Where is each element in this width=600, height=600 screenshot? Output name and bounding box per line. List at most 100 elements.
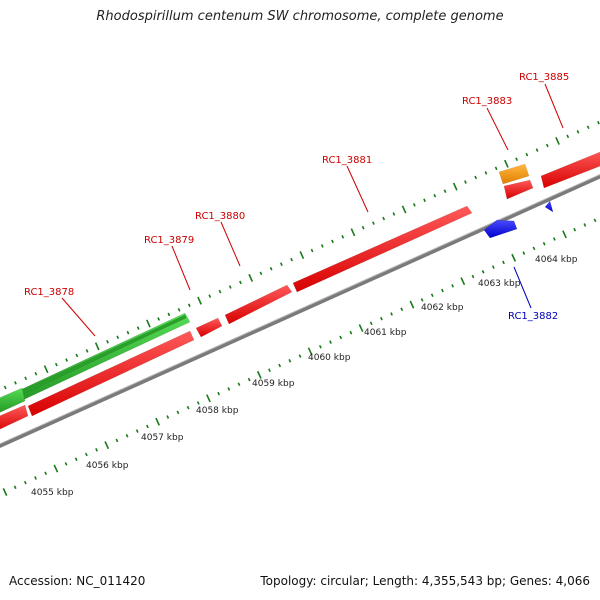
tick-mark	[104, 441, 110, 450]
tick-mark	[23, 480, 27, 485]
tick-mark	[566, 134, 570, 139]
connector-rc1-3885	[544, 83, 564, 129]
tick-mark	[167, 312, 171, 317]
tick-mark	[504, 159, 509, 168]
gene-label-rc1-3878[interactable]: RC1_3878	[24, 287, 74, 298]
tick-mark	[239, 280, 242, 285]
map-title: Rhodospirillum centenum SW chromosome, c…	[96, 9, 504, 24]
label-connectors	[61, 83, 564, 337]
gene-rc1-3881-arrow	[292, 205, 473, 293]
connector-rc1-3883	[486, 107, 509, 151]
tick-mark	[464, 180, 467, 184]
tick-mark	[350, 228, 356, 237]
scale-label: 4056 kbp	[86, 461, 129, 471]
tick-mark	[555, 136, 560, 145]
tick-mark	[329, 340, 332, 344]
feature-track	[0, 151, 600, 430]
tick-mark	[484, 171, 488, 175]
tick-mark	[298, 354, 302, 358]
tick-mark	[13, 485, 17, 490]
gene-label-rc1-3883[interactable]: RC1_3883	[462, 96, 512, 107]
tick-mark	[511, 253, 517, 262]
tick-mark	[146, 319, 151, 328]
tick-mark	[433, 193, 437, 198]
tick-mark	[85, 349, 89, 353]
accession-text: Accession: NC_011420	[9, 574, 146, 588]
tick-mark	[401, 205, 407, 214]
tick-mark	[573, 227, 577, 232]
tick-mark	[320, 244, 324, 248]
connector-rc1-3880	[220, 221, 241, 267]
tick-mark	[361, 225, 365, 230]
tick-mark	[65, 358, 68, 362]
tick-mark	[452, 182, 458, 191]
tick-mark	[248, 273, 254, 282]
tick-mark	[3, 385, 7, 390]
tick-mark	[299, 251, 305, 260]
gene-rc1-3883-arrow	[503, 179, 534, 200]
tick-mark	[34, 476, 37, 480]
tick-mark	[400, 307, 404, 312]
green-feature-stripe	[0, 314, 187, 406]
scale-label: 4060 kbp	[308, 353, 351, 363]
connector-rc1-3878	[61, 297, 96, 337]
tick-mark	[491, 265, 495, 269]
tick-mark	[441, 288, 444, 293]
tick-mark	[481, 270, 485, 274]
tick-mark	[125, 433, 129, 438]
gene-label-rc1-3879[interactable]: RC1_3879	[144, 235, 194, 246]
tick-mark	[24, 376, 28, 381]
tick-mark	[542, 241, 546, 246]
tick-mark	[126, 330, 130, 335]
tick-mark	[106, 340, 109, 344]
tick-mark	[54, 362, 58, 367]
tick-mark	[380, 316, 383, 321]
tick-mark	[227, 387, 231, 391]
tick-mark	[155, 417, 160, 426]
scale-label: 4062 kbp	[421, 303, 464, 313]
scale-label: 4059 kbp	[252, 379, 295, 389]
gene-label-rc1-3885[interactable]: RC1_3885	[519, 72, 569, 83]
tick-mark	[471, 274, 475, 279]
genome-summary-text: Topology: circular; Length: 4,355,543 bp…	[260, 574, 590, 588]
tick-mark	[95, 448, 98, 452]
tick-mark	[84, 452, 88, 457]
tick-mark	[597, 120, 600, 125]
tick-mark	[187, 303, 191, 308]
tick-mark	[44, 471, 48, 476]
tick-mark	[74, 457, 78, 461]
tick-mark	[525, 152, 529, 157]
tick-mark	[318, 344, 322, 349]
connector-rc1-3882	[513, 266, 532, 309]
tick-mark	[372, 221, 375, 225]
tick-mark	[94, 342, 100, 351]
gene-label-rc1-3881[interactable]: RC1_3881	[322, 155, 372, 166]
tick-mark	[197, 296, 202, 305]
gene-rc1-3879-arrow	[195, 317, 223, 338]
orange-feature	[498, 163, 530, 185]
gene-label-rc1-3880[interactable]: RC1_3880	[195, 211, 245, 222]
tick-mark	[545, 143, 549, 148]
tick-mark	[237, 382, 241, 387]
gene-label-rc1-3882[interactable]: RC1_3882	[508, 311, 558, 322]
tick-mark	[307, 347, 313, 356]
tick-mark	[247, 377, 251, 382]
tick-mark	[186, 405, 190, 410]
tick-mark	[430, 293, 434, 298]
gene-rc1-3880-arrow	[224, 284, 293, 325]
tick-mark	[583, 223, 587, 227]
sequence-backbone	[0, 174, 600, 448]
tick-mark	[14, 381, 17, 385]
tick-mark	[532, 246, 536, 251]
tick-mark	[278, 363, 282, 368]
tick-mark	[349, 330, 353, 335]
tick-mark	[217, 391, 221, 396]
tick-mark	[358, 324, 364, 333]
sequence-backbone-highlight	[0, 173, 600, 445]
tick-mark	[34, 371, 38, 376]
tick-mark	[135, 429, 139, 433]
tick-mark	[64, 462, 68, 466]
green-feature-cap	[0, 387, 26, 413]
